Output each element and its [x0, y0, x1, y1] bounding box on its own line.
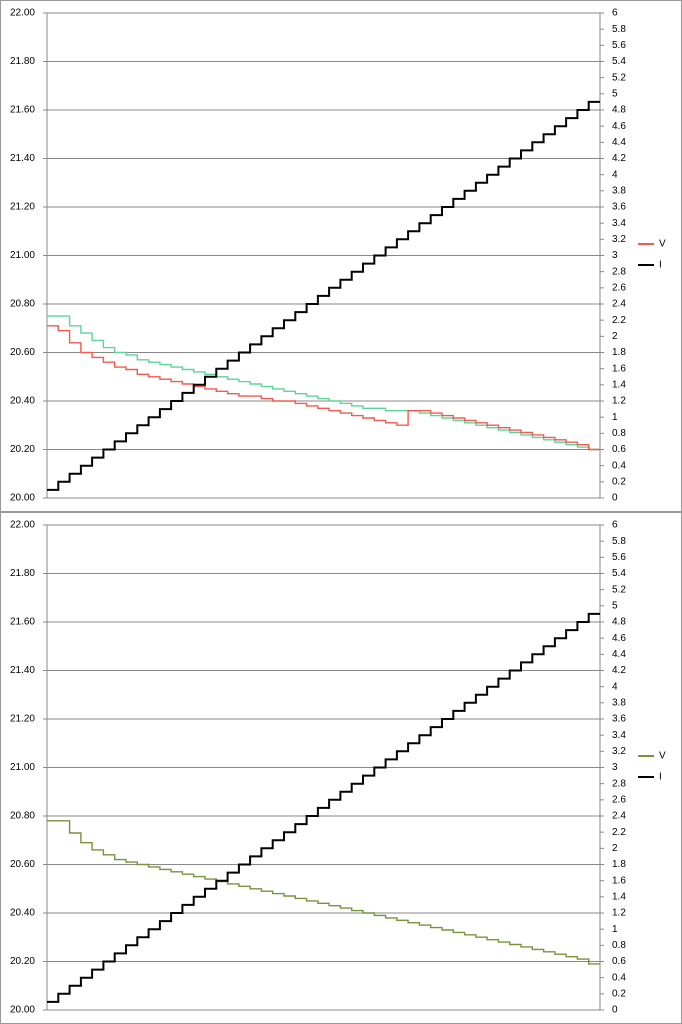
y2-tick-label: 5 — [612, 600, 618, 611]
y2-tick-label: 2.4 — [612, 811, 626, 822]
y-tick-label: 21.20 — [10, 202, 35, 213]
y2-tick-label: 2.8 — [612, 266, 626, 277]
y2-tick-label: 0.4 — [612, 972, 626, 983]
y2-tick-label: 3.6 — [612, 202, 626, 213]
y2-tick-label: 4.4 — [612, 137, 626, 148]
chart-2: 20.0020.2020.4020.6020.8021.0021.2021.40… — [0, 512, 682, 1024]
y2-tick-label: 0.8 — [612, 940, 626, 951]
y2-tick-label: 0.4 — [612, 460, 626, 471]
y2-tick-label: 1.2 — [612, 908, 626, 919]
y2-tick-label: 5.8 — [612, 536, 626, 547]
y2-tick-label: 4 — [612, 169, 618, 180]
y-tick-label: 21.60 — [10, 105, 35, 116]
y2-tick-label: 4.4 — [612, 649, 626, 660]
y2-tick-label: 1.6 — [612, 875, 626, 886]
legend-label: I — [659, 772, 662, 783]
y2-tick-label: 1 — [612, 924, 618, 935]
y-tick-label: 20.00 — [10, 493, 35, 504]
series-line — [47, 315, 600, 451]
y2-tick-label: 0 — [612, 1005, 618, 1016]
y2-tick-label: 1.6 — [612, 363, 626, 374]
y2-tick-label: 0 — [612, 493, 618, 504]
y-tick-label: 20.60 — [10, 859, 35, 870]
legend-label: V — [659, 239, 666, 250]
legend-label: I — [659, 260, 662, 271]
y2-tick-label: 4.2 — [612, 153, 626, 164]
y2-tick-label: 0.2 — [612, 988, 626, 999]
series-line — [47, 100, 600, 491]
y2-tick-label: 5.4 — [612, 568, 626, 579]
y2-tick-label: 2.2 — [612, 827, 626, 838]
y-tick-label: 21.00 — [10, 250, 35, 261]
y-tick-label: 21.20 — [10, 714, 35, 725]
y-tick-label: 22.00 — [10, 8, 35, 19]
y-tick-label: 20.40 — [10, 396, 35, 407]
y2-tick-label: 1.8 — [612, 859, 626, 870]
y-tick-label: 22.00 — [10, 520, 35, 531]
y2-tick-label: 0.8 — [612, 428, 626, 439]
series-line — [47, 325, 600, 451]
y2-tick-label: 4 — [612, 681, 618, 692]
y2-tick-label: 4.6 — [612, 121, 626, 132]
series-line — [47, 612, 600, 1003]
legend-label: V — [659, 751, 666, 762]
y2-tick-label: 3.8 — [612, 185, 626, 196]
y2-tick-label: 1 — [612, 412, 618, 423]
y-tick-label: 20.20 — [10, 956, 35, 967]
y2-tick-label: 3 — [612, 762, 618, 773]
y2-tick-label: 5.8 — [612, 24, 626, 35]
y-tick-label: 21.40 — [10, 665, 35, 676]
y-tick-label: 21.40 — [10, 153, 35, 164]
y2-tick-label: 5.2 — [612, 72, 626, 83]
y2-tick-label: 2.6 — [612, 794, 626, 805]
y-tick-label: 20.80 — [10, 299, 35, 310]
y-tick-label: 20.40 — [10, 908, 35, 919]
y-tick-label: 21.00 — [10, 762, 35, 773]
y2-tick-label: 2.4 — [612, 299, 626, 310]
y-tick-label: 20.60 — [10, 347, 35, 358]
y2-tick-label: 3.2 — [612, 234, 626, 245]
y2-tick-label: 6 — [612, 8, 618, 19]
y2-tick-label: 5.6 — [612, 40, 626, 51]
y2-tick-label: 3.8 — [612, 697, 626, 708]
y2-tick-label: 5.4 — [612, 56, 626, 67]
y2-tick-label: 0.6 — [612, 956, 626, 967]
y2-tick-label: 4.2 — [612, 665, 626, 676]
y2-tick-label: 5.6 — [612, 552, 626, 563]
y2-tick-label: 2 — [612, 331, 618, 342]
y2-tick-label: 4.6 — [612, 633, 626, 644]
y2-tick-label: 0.2 — [612, 476, 626, 487]
y2-tick-label: 3.2 — [612, 746, 626, 757]
y-tick-label: 21.80 — [10, 56, 35, 67]
y-tick-label: 21.60 — [10, 617, 35, 628]
y2-tick-label: 5 — [612, 88, 618, 99]
y2-tick-label: 4.8 — [612, 105, 626, 116]
y2-tick-label: 3.4 — [612, 730, 626, 741]
y2-tick-label: 2 — [612, 843, 618, 854]
y2-tick-label: 3.6 — [612, 714, 626, 725]
y2-tick-label: 3.4 — [612, 218, 626, 229]
y2-tick-label: 5.2 — [612, 584, 626, 595]
y2-tick-label: 4.8 — [612, 617, 626, 628]
series-line — [47, 820, 600, 965]
y2-tick-label: 1.8 — [612, 347, 626, 358]
y-tick-label: 21.80 — [10, 568, 35, 579]
y2-tick-label: 1.2 — [612, 396, 626, 407]
y2-tick-label: 1.4 — [612, 891, 626, 902]
y2-tick-label: 6 — [612, 520, 618, 531]
y2-tick-label: 2.2 — [612, 315, 626, 326]
y-tick-label: 20.00 — [10, 1005, 35, 1016]
y2-tick-label: 1.4 — [612, 379, 626, 390]
y2-tick-label: 2.8 — [612, 778, 626, 789]
y2-tick-label: 2.6 — [612, 282, 626, 293]
y2-tick-label: 3 — [612, 250, 618, 261]
y-tick-label: 20.20 — [10, 444, 35, 455]
y-tick-label: 20.80 — [10, 811, 35, 822]
y2-tick-label: 0.6 — [612, 444, 626, 455]
chart-1: 20.0020.2020.4020.6020.8021.0021.2021.40… — [0, 0, 682, 512]
